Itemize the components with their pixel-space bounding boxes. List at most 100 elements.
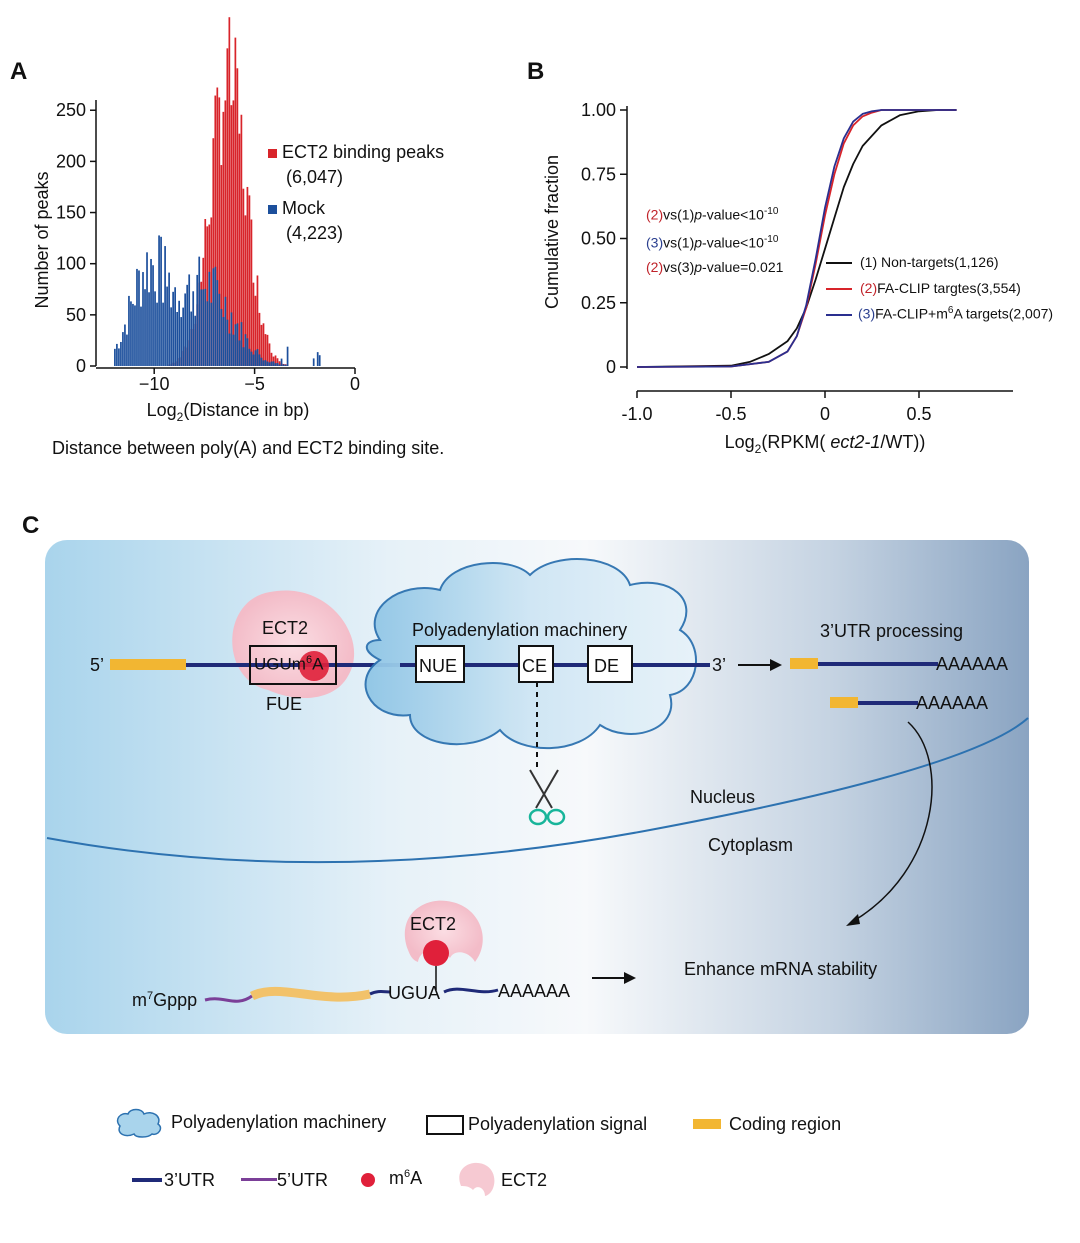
histogram-bar-mock — [246, 338, 249, 366]
histogram-bar-mock — [140, 306, 142, 366]
histogram-bar-ect2 — [236, 68, 239, 367]
stat-2-vs-3-prefix: (2) — [646, 259, 664, 275]
legend-signal-icon — [426, 1115, 464, 1135]
histogram-bar-ect2 — [230, 105, 233, 366]
legend-ect2-icon — [459, 1162, 495, 1196]
panel-c-letter: C — [22, 512, 40, 539]
histogram-bar-mock — [236, 323, 239, 366]
legend-b-2-line — [826, 288, 852, 291]
legend-utr5-icon — [241, 1178, 277, 1181]
enhance-label: Enhance mRNA stability — [684, 959, 878, 979]
histogram-bar-ect2 — [214, 95, 217, 367]
stat-2-vs-1-prefix: (2) — [646, 206, 664, 223]
legend-a-ect2: ECT2 binding peaks (6,047) — [268, 142, 444, 188]
y-tick-label: 1.00 — [581, 100, 616, 120]
legend-b-3-line — [826, 313, 852, 316]
ect2-top-label: ECT2 — [262, 618, 309, 638]
histogram-bar-mock — [286, 346, 289, 366]
histogram-bar-ect2 — [256, 275, 259, 366]
histogram-bar-mock — [142, 272, 144, 366]
panel-a-histogram: 0 50 100 150 200 250 −10 −5 0 Log2(Distance in bp… — [32, 17, 360, 424]
histogram-bar-mock — [244, 334, 247, 366]
panel-b-letter: B — [527, 58, 545, 85]
export-curved-arrow-head — [846, 914, 860, 926]
x-tick-label: 0 — [820, 404, 830, 424]
histogram-bar-mock — [230, 312, 233, 366]
legend-b-1-num: (1) — [860, 254, 878, 270]
histogram-bar-mock — [256, 349, 259, 366]
histogram-bar-ect2 — [216, 87, 219, 367]
machinery-label: Polyadenylation machinery — [412, 620, 628, 640]
legend-b-1-line — [826, 262, 852, 265]
histogram-bar-mock — [204, 288, 207, 366]
histogram-bar-mock — [114, 348, 116, 366]
stat-2-vs-1-rest: -value<10 — [702, 206, 764, 223]
legend-a-mock-count: (4,223) — [286, 223, 344, 243]
stat-2-vs-3-text: vs(3) — [663, 259, 695, 275]
histogram-bar-mock — [134, 305, 136, 366]
legend-a-mock-swatch — [268, 205, 277, 215]
histogram-bar-ect2 — [238, 133, 241, 366]
histogram-bar-ect2 — [272, 356, 275, 366]
histogram-bar-ect2 — [260, 324, 263, 366]
cap-rest: Gppp — [153, 990, 198, 1010]
legend-m6a-m: m — [389, 1168, 404, 1188]
y-tick-label: 150 — [56, 203, 86, 223]
x-tick-label: −10 — [139, 374, 170, 394]
histogram-bar-ect2 — [278, 361, 281, 366]
ugu-box — [249, 645, 337, 685]
y-tick-label: 250 — [56, 100, 86, 120]
utr3-bottom-b — [443, 987, 499, 994]
histogram-bar-mock — [124, 324, 126, 366]
histogram-bar-mock — [160, 236, 162, 366]
legend-machinery-label: Polyadenylation machinery — [171, 1112, 387, 1132]
histogram-bar-mock — [216, 280, 219, 366]
histogram-bar-mock — [164, 246, 166, 366]
histogram-bar-mock — [186, 284, 189, 366]
stability-arrow-head — [624, 972, 636, 984]
histogram-bar-mock — [162, 302, 164, 366]
histogram-bar-mock — [116, 343, 118, 366]
legend-b-1: (1) Non-targets(1,126) — [826, 254, 999, 270]
utr-processing-label: 3’UTR processing — [820, 621, 964, 641]
histogram-bar-ect2 — [234, 37, 237, 366]
fue-label: FUE — [266, 694, 302, 714]
histogram-bar-mock — [128, 295, 130, 366]
histogram-bar-mock — [276, 363, 279, 366]
histogram-bar-ect2 — [210, 217, 213, 366]
stat-3-vs-1-rest: -value<10 — [702, 234, 764, 251]
histogram-bar-ect2 — [226, 48, 229, 366]
utr5-bottom — [204, 994, 253, 1003]
legend-a-ect2-count: (6,047) — [286, 167, 344, 187]
y-axis-label: Cumulative fraction — [542, 155, 562, 309]
stat-2-vs-1-p: p — [694, 206, 703, 223]
ce-box — [518, 645, 554, 683]
coding-region-processed-1 — [790, 658, 818, 669]
de-box — [587, 645, 633, 683]
histogram-bar-mock — [168, 272, 170, 366]
histogram-bar-mock — [240, 322, 243, 366]
cdf-line-1 — [636, 109, 957, 368]
histogram-bar-mock — [130, 301, 132, 366]
coding-region-top — [110, 659, 186, 670]
ce-label: CE — [522, 656, 548, 676]
histogram-bar-mock — [126, 334, 128, 366]
panel-b-cdf: 0 0.25 0.50 0.75 1.00 -1.0 -0.5 0 0.5 Log2(RPKM( … — [542, 100, 1013, 456]
histogram-bar-ect2 — [274, 355, 277, 366]
histogram-bar-mock — [268, 362, 271, 366]
histogram-bar-mock — [206, 301, 209, 366]
nue-label: NUE — [419, 656, 458, 676]
y-tick-label: 0.50 — [581, 229, 616, 249]
histogram-bar-ect2 — [222, 111, 225, 366]
histogram-bar-mock — [266, 361, 269, 366]
histogram-bar-mock — [254, 350, 257, 366]
histogram-bar-ect2 — [218, 97, 221, 366]
m6a-dot-bottom — [423, 940, 449, 966]
panel-a-caption: Distance between poly(A) and ECT2 bindin… — [52, 438, 445, 458]
histogram-bar-ect2 — [224, 100, 227, 367]
histogram-bar-mock — [316, 352, 319, 366]
m6a-dot-top — [299, 651, 329, 681]
histogram-bar-mock — [182, 307, 185, 366]
histogram-bar-mock — [278, 364, 281, 366]
nuclear-membrane — [46, 717, 1029, 864]
